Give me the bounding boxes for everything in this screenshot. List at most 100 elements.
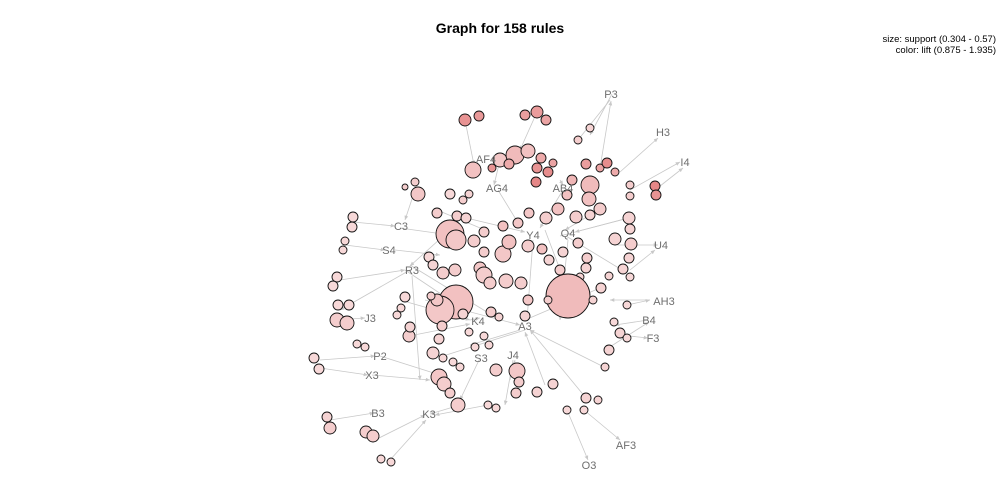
item-label-y4[interactable]: Y4: [526, 230, 539, 242]
rule-node[interactable]: [491, 403, 501, 413]
rule-node[interactable]: [530, 105, 544, 119]
rule-node[interactable]: [561, 189, 573, 201]
rule-node[interactable]: [479, 331, 489, 341]
rule-node[interactable]: [427, 259, 439, 271]
rule-node[interactable]: [308, 352, 320, 364]
rule-node[interactable]: [458, 113, 472, 127]
rule-node[interactable]: [436, 266, 450, 280]
rule-node[interactable]: [445, 229, 467, 251]
rule-node[interactable]: [331, 271, 343, 283]
rule-node[interactable]: [467, 234, 481, 248]
rule-node[interactable]: [624, 223, 636, 235]
rule-node[interactable]: [625, 191, 635, 201]
rule-node[interactable]: [366, 429, 380, 443]
rule-node[interactable]: [595, 282, 607, 294]
rule-node[interactable]: [444, 387, 456, 399]
item-label-h3[interactable]: H3: [656, 127, 670, 139]
rule-node[interactable]: [536, 243, 548, 255]
rule-node[interactable]: [455, 362, 465, 372]
rule-node[interactable]: [581, 191, 597, 207]
rule-node[interactable]: [512, 217, 524, 229]
rule-node[interactable]: [327, 280, 339, 292]
item-label-p2[interactable]: P2: [373, 351, 386, 363]
item-label-i4[interactable]: I4: [680, 157, 689, 169]
rule-node[interactable]: [386, 457, 396, 467]
item-label-q4[interactable]: Q4: [561, 228, 576, 240]
rule-node[interactable]: [444, 188, 456, 200]
rule-node[interactable]: [431, 207, 443, 219]
rule-node[interactable]: [520, 143, 536, 159]
rule-node[interactable]: [624, 237, 638, 251]
rule-node[interactable]: [401, 183, 409, 191]
rule-node[interactable]: [473, 110, 485, 122]
rule-node[interactable]: [562, 405, 572, 415]
rule-node[interactable]: [588, 295, 598, 305]
rule-node[interactable]: [625, 272, 635, 282]
rule-node[interactable]: [438, 353, 448, 363]
rule-node[interactable]: [494, 312, 504, 322]
rule-node[interactable]: [410, 177, 420, 187]
rule-node[interactable]: [410, 186, 426, 202]
item-label-p3[interactable]: P3: [604, 89, 617, 101]
item-label-af3[interactable]: AF3: [616, 440, 636, 452]
rule-node[interactable]: [489, 363, 503, 377]
rule-node[interactable]: [321, 411, 333, 423]
item-label-c3[interactable]: C3: [394, 221, 408, 233]
rule-node[interactable]: [448, 357, 458, 367]
rule-node[interactable]: [581, 252, 593, 264]
rule-node[interactable]: [464, 189, 474, 199]
rule-node[interactable]: [617, 263, 629, 275]
rule-node[interactable]: [487, 163, 497, 173]
rule-node[interactable]: [650, 189, 662, 201]
rule-node[interactable]: [396, 303, 406, 313]
item-label-j4[interactable]: J4: [507, 350, 519, 362]
rule-node[interactable]: [569, 210, 583, 224]
rule-node[interactable]: [458, 195, 468, 205]
rule-node[interactable]: [522, 294, 534, 306]
rule-node[interactable]: [531, 162, 543, 174]
item-label-b3[interactable]: B3: [371, 408, 384, 420]
item-label-af4[interactable]: AF4: [476, 154, 496, 166]
rule-node[interactable]: [426, 346, 440, 360]
item-label-s4[interactable]: S4: [382, 245, 395, 257]
rule-node[interactable]: [595, 163, 605, 173]
rule-node[interactable]: [343, 299, 355, 311]
rule-node[interactable]: [478, 226, 490, 238]
item-label-k3[interactable]: K3: [422, 409, 435, 421]
item-label-u4[interactable]: U4: [654, 240, 668, 252]
rule-node[interactable]: [566, 174, 578, 186]
rule-node[interactable]: [313, 363, 325, 375]
rule-node[interactable]: [622, 300, 632, 310]
rule-node[interactable]: [580, 158, 592, 170]
item-label-s3[interactable]: S3: [474, 353, 487, 365]
rule-node[interactable]: [510, 387, 522, 399]
item-label-a3[interactable]: A3: [518, 321, 531, 333]
rule-node[interactable]: [542, 166, 554, 178]
rule-node[interactable]: [485, 306, 497, 318]
rule-node[interactable]: [580, 392, 592, 404]
rule-node[interactable]: [404, 321, 416, 333]
rule-node[interactable]: [531, 386, 543, 398]
rule-node[interactable]: [600, 362, 610, 372]
rule-node[interactable]: [464, 327, 474, 337]
item-label-x3[interactable]: X3: [365, 370, 378, 382]
item-label-o3[interactable]: O3: [582, 460, 597, 472]
rule-node[interactable]: [593, 202, 607, 216]
rule-node[interactable]: [470, 342, 480, 352]
rule-node[interactable]: [426, 291, 436, 301]
rule-node[interactable]: [547, 378, 559, 390]
item-label-ah3[interactable]: AH3: [653, 296, 674, 308]
rule-node[interactable]: [339, 315, 355, 331]
rule-node[interactable]: [535, 152, 547, 164]
rule-node[interactable]: [340, 236, 350, 246]
item-label-ab4[interactable]: AB4: [553, 183, 574, 195]
rule-node[interactable]: [603, 344, 615, 356]
rule-node[interactable]: [433, 333, 445, 345]
rule-node[interactable]: [580, 262, 592, 274]
rule-node[interactable]: [610, 167, 620, 177]
rule-node[interactable]: [483, 276, 497, 290]
rule-node[interactable]: [579, 405, 589, 415]
item-label-j3[interactable]: J3: [364, 313, 376, 325]
rule-node[interactable]: [347, 211, 359, 223]
rule-node[interactable]: [392, 310, 402, 320]
